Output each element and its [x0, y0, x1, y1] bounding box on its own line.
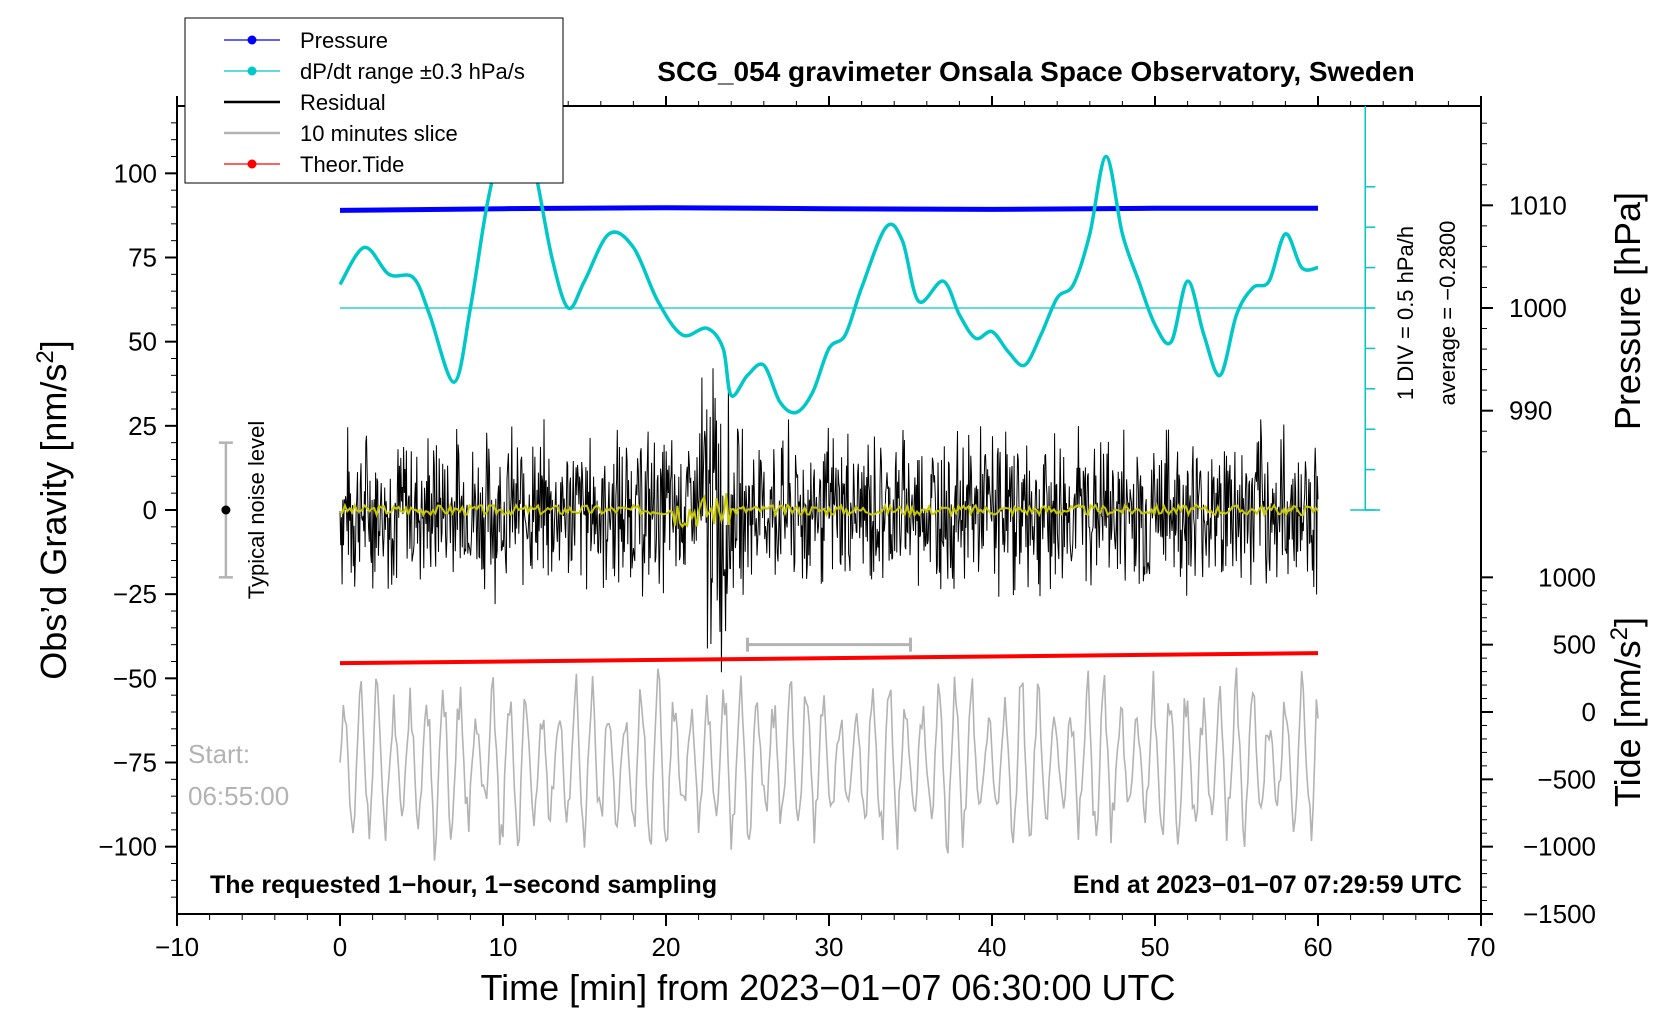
dpdt-average-label: average = −0.2800 [1435, 221, 1460, 406]
y-tick-label-left: 25 [128, 411, 157, 441]
x-tick-label: 20 [652, 932, 681, 962]
y-tick-label-left: 0 [143, 495, 157, 525]
legend-label: Theor.Tide [300, 152, 404, 177]
x-tick-label: 50 [1141, 932, 1170, 962]
tide-tick-label: 1000 [1538, 562, 1596, 592]
y-tick-label-left: −50 [113, 663, 157, 693]
legend-label: Pressure [300, 28, 388, 53]
noise-bar-center [221, 505, 231, 515]
y-axis-label-pressure: Pressure [hPa] [1607, 192, 1648, 430]
legend-box [184, 17, 564, 184]
legend-marker [247, 66, 257, 76]
y-tick-label-left: −25 [113, 579, 157, 609]
x-tick-label: 10 [489, 932, 518, 962]
legend-label: 10 minutes slice [300, 121, 458, 146]
noise-level-label: Typical noise level [244, 421, 269, 600]
tide-tick-label: 500 [1553, 630, 1596, 660]
x-tick-label: 40 [978, 932, 1007, 962]
start-time: 06:55:00 [188, 781, 289, 811]
footer-left-text: The requested 1−hour, 1−second sampling [210, 871, 717, 899]
legend: Pressure dP/dt range ±0.3 hPa/s Residual 10… [184, 17, 564, 184]
legend-label: Residual [300, 90, 386, 115]
pressure-tick-label: 990 [1509, 396, 1552, 426]
series-group [218, 109, 1376, 861]
legend-marker [247, 159, 257, 169]
legend-items: Pressure dP/dt range ±0.3 hPa/s Residual 10… [224, 28, 525, 177]
pressure-line [339, 205, 1318, 213]
tide-tick-label: −500 [1537, 764, 1596, 794]
tide-tick-label: 0 [1582, 697, 1596, 727]
residual-line [339, 368, 1319, 673]
y-tick-label-left: 100 [114, 158, 157, 188]
legend-marker [247, 35, 257, 45]
x-tick-label: 60 [1304, 932, 1333, 962]
tide-tick-label: −1500 [1523, 899, 1596, 929]
legend-label: dP/dt range ±0.3 hPa/s [300, 59, 525, 84]
tide-line [339, 651, 1319, 666]
axis-ticks: −10 0 10 20 30 40 50 60 701007550250−25−50−75−10… [98, 96, 1596, 962]
chart-title: SCG_054 gravimeter Onsala Space Observat… [657, 56, 1414, 87]
pressure-tick-label: 1000 [1509, 293, 1567, 323]
x-axis-label: Time [min] from 2023−01−07 06:30:00 UTC [480, 967, 1175, 1008]
x-tick-label: 0 [333, 932, 347, 962]
y-tick-label-left: −75 [113, 748, 157, 778]
pressure-tick-label: 1010 [1509, 190, 1567, 220]
dpdt-div-label: 1 DIV = 0.5 hPa/h [1393, 226, 1418, 400]
slice-line [339, 667, 1319, 861]
x-tick-label: 70 [1467, 932, 1496, 962]
x-tick-label: 30 [815, 932, 844, 962]
y-tick-label-left: −100 [98, 832, 157, 862]
footer-right-text: End at 2023−01−07 07:29:59 UTC [1073, 871, 1462, 899]
y-axis-label-left: Obs’d Gravity [nm/s2] [32, 340, 75, 679]
y-tick-label-left: 50 [128, 327, 157, 357]
start-label: Start: [188, 739, 250, 769]
y-axis-label-tide: Tide [nm/s2] [1606, 617, 1649, 807]
x-tick-label: −10 [155, 932, 199, 962]
y-tick-label-left: 75 [128, 243, 157, 273]
tide-tick-label: −1000 [1523, 832, 1596, 862]
residual-smoothed-line [339, 493, 1319, 529]
